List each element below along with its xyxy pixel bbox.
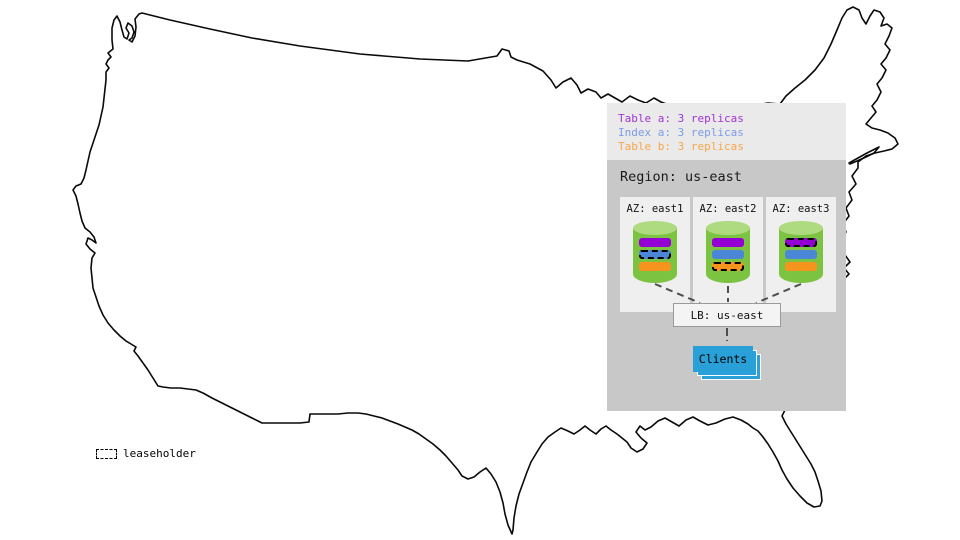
clients-stack: Clients (693, 346, 763, 382)
load-balancer-box: LB: us-east (673, 303, 781, 327)
replica-table-b (785, 262, 817, 271)
topology-panel: Table a: 3 replicas Index a: 3 replicas … (607, 103, 846, 411)
us-continental-outline (72, 6, 899, 535)
az-east2-node-cylinder (706, 221, 750, 283)
replica-index-a (639, 250, 671, 259)
replica-table-b (712, 262, 744, 271)
az-east2-label: AZ: east2 (699, 203, 757, 215)
az-east3-label: AZ: east3 (772, 203, 830, 215)
replica-index-a (785, 250, 817, 259)
az-east1: AZ: east1 (620, 197, 690, 312)
cylinder-top (633, 221, 677, 235)
long-island-outline (848, 146, 880, 165)
replica-table-a (639, 238, 671, 247)
cylinder-top (779, 221, 823, 235)
lb-label: LB: us-east (690, 308, 764, 322)
legend-item-table-b: Table b: 3 replicas (618, 140, 744, 153)
legend-item-index-a: Index a: 3 replicas (618, 126, 744, 139)
replica-table-a (785, 238, 817, 247)
replica-index-a (712, 250, 744, 259)
leaseholder-legend: leaseholder (96, 447, 196, 460)
replica-table-b (639, 262, 671, 271)
replica-legend: Table a: 3 replicas Index a: 3 replicas … (607, 103, 846, 160)
az-east1-node-cylinder (633, 221, 677, 283)
az-east3: AZ: east3 (766, 197, 836, 312)
leaseholder-swatch-icon (96, 448, 117, 459)
legend-item-table-a: Table a: 3 replicas (618, 112, 744, 125)
region-us-east: Region: us-east AZ: east1 AZ: east2 (607, 160, 846, 411)
cylinder-top (706, 221, 750, 235)
az-east3-node-cylinder (779, 221, 823, 283)
region-title: Region: us-east (620, 169, 742, 185)
leaseholder-label: leaseholder (123, 447, 196, 460)
clients-box: Clients (693, 346, 753, 372)
az-east2: AZ: east2 (693, 197, 763, 312)
replica-table-a (712, 238, 744, 247)
az-east1-label: AZ: east1 (626, 203, 684, 215)
